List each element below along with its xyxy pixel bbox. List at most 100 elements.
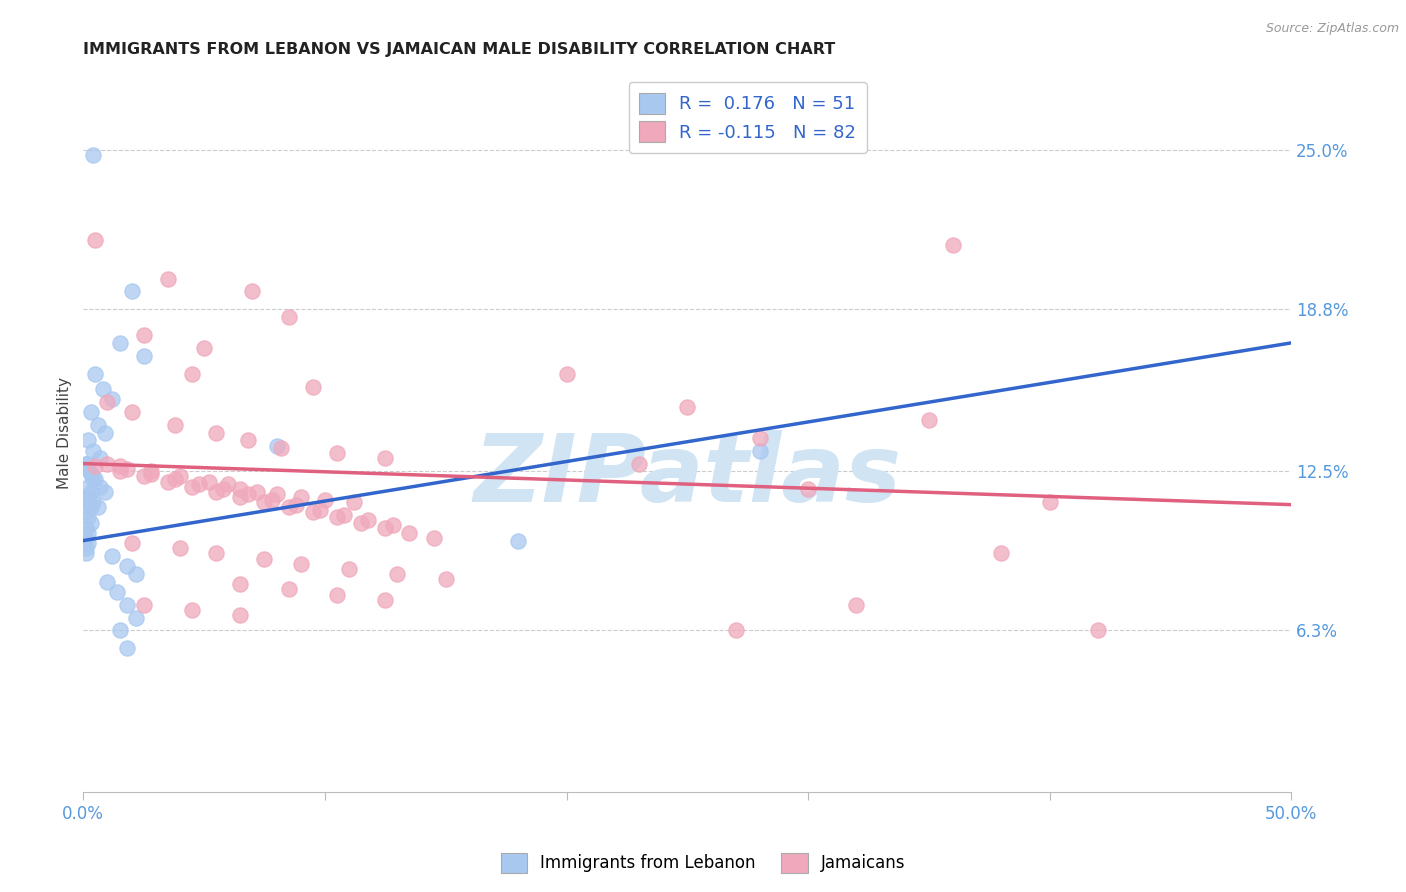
Point [748,443,770,458]
Point [212,482,235,496]
Point [253,551,276,566]
Point [990,546,1012,560]
Point [301,379,323,393]
Point [165,418,187,433]
Point [75,490,97,504]
Point [374,451,396,466]
Point [326,588,349,602]
Point [374,592,396,607]
Point [181,367,204,381]
Text: Source: ZipAtlas.com: Source: ZipAtlas.com [1265,22,1399,36]
Point [205,484,228,499]
Point [942,238,965,252]
Point [350,516,373,530]
Y-axis label: Male Disability: Male Disability [58,376,72,489]
Point [121,285,143,299]
Point [79,467,101,481]
Point [139,467,162,481]
Point [96,574,118,589]
Point [169,469,191,483]
Point [84,367,107,381]
Point [75,546,97,560]
Point [246,484,269,499]
Point [676,400,699,414]
Text: ZIPatlas: ZIPatlas [474,430,901,522]
Point [748,431,770,445]
Point [101,549,124,563]
Point [434,572,457,586]
Point [229,490,252,504]
Point [79,467,101,481]
Point [236,434,259,448]
Point [1087,624,1109,638]
Point [115,598,138,612]
Point [125,610,148,624]
Point [845,598,868,612]
Point [79,405,101,419]
Point [333,508,356,522]
Point [555,367,578,381]
Point [236,487,259,501]
Point [205,546,228,560]
Point [508,533,530,548]
Point [156,475,179,489]
Point [277,310,299,325]
Point [205,425,228,440]
Point [139,464,162,478]
Point [77,536,100,550]
Point [326,446,349,460]
Point [77,434,100,448]
Point [75,531,97,545]
Point [277,582,299,597]
Point [108,335,131,350]
Point [357,513,380,527]
Point [101,392,124,407]
Point [77,461,100,475]
Point [108,459,131,474]
Point [422,531,444,545]
Point [398,525,420,540]
Point [193,341,215,355]
Point [115,641,138,656]
Point [337,562,360,576]
Point [156,271,179,285]
Point [79,484,101,499]
Point [82,495,104,509]
Point [108,624,131,638]
Point [165,472,187,486]
Point [229,577,252,591]
Point [77,480,100,494]
Point [290,557,312,571]
Point [125,566,148,581]
Point [75,457,97,471]
Point [87,418,110,433]
Point [75,505,97,519]
Point [84,233,107,247]
Point [326,510,349,524]
Point [87,500,110,515]
Point [198,475,221,489]
Point [115,461,138,475]
Point [105,585,128,599]
Point [77,490,100,504]
Point [84,459,107,474]
Point [284,498,307,512]
Point [229,482,252,496]
Point [301,505,323,519]
Legend: R =  0.176   N = 51, R = -0.115   N = 82: R = 0.176 N = 51, R = -0.115 N = 82 [628,82,868,153]
Point [217,477,239,491]
Point [181,480,204,494]
Point [797,482,820,496]
Point [918,413,941,427]
Point [188,477,211,491]
Point [94,484,117,499]
Point [82,443,104,458]
Point [724,624,747,638]
Point [314,492,336,507]
Point [96,457,118,471]
Point [121,405,143,419]
Point [77,510,100,524]
Point [309,503,332,517]
Point [270,441,292,455]
Point [77,525,100,540]
